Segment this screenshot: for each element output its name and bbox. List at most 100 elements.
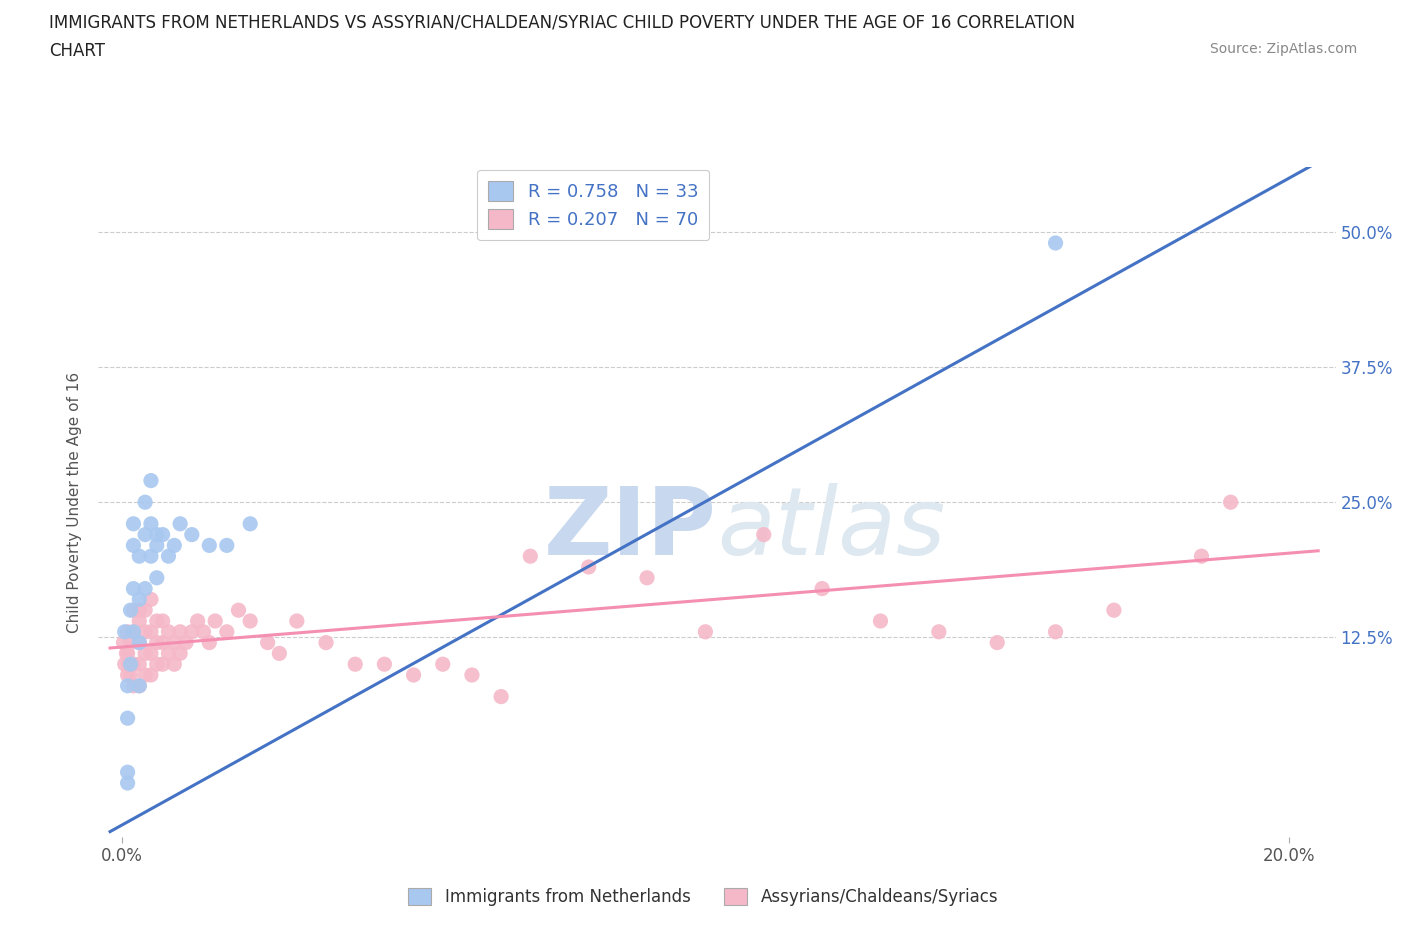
Point	[128, 592, 150, 607]
Point	[519, 549, 541, 564]
Point	[373, 657, 395, 671]
Point	[134, 581, 156, 596]
Point	[1045, 624, 1067, 639]
Point	[128, 635, 150, 650]
Point	[461, 668, 484, 683]
Point	[122, 538, 145, 552]
Point	[139, 592, 162, 607]
Point	[146, 527, 169, 542]
Point	[117, 776, 139, 790]
Point	[139, 549, 162, 564]
Text: ZIP: ZIP	[544, 483, 717, 575]
Point	[204, 614, 226, 629]
Point	[344, 657, 367, 671]
Point	[187, 614, 209, 629]
Point	[811, 581, 834, 596]
Point	[117, 646, 139, 661]
Point	[193, 624, 215, 639]
Point	[128, 657, 150, 671]
Point	[228, 603, 250, 618]
Point	[146, 538, 169, 552]
Point	[157, 646, 180, 661]
Point	[128, 635, 150, 650]
Point	[139, 668, 162, 683]
Point	[117, 624, 139, 639]
Point	[122, 657, 145, 671]
Point	[134, 603, 156, 618]
Point	[122, 624, 145, 639]
Point	[122, 678, 145, 693]
Point	[128, 678, 150, 693]
Point	[139, 473, 162, 488]
Point	[1045, 235, 1067, 250]
Point	[1191, 549, 1213, 564]
Point	[117, 668, 139, 683]
Point	[152, 527, 174, 542]
Point	[146, 635, 169, 650]
Point	[134, 624, 156, 639]
Point	[122, 603, 145, 618]
Text: IMMIGRANTS FROM NETHERLANDS VS ASSYRIAN/CHALDEAN/SYRIAC CHILD POVERTY UNDER THE : IMMIGRANTS FROM NETHERLANDS VS ASSYRIAN/…	[49, 14, 1076, 32]
Point	[285, 614, 308, 629]
Point	[157, 549, 180, 564]
Y-axis label: Child Poverty Under the Age of 16: Child Poverty Under the Age of 16	[67, 372, 83, 632]
Point	[636, 570, 658, 585]
Point	[152, 657, 174, 671]
Point	[128, 678, 150, 693]
Point	[215, 624, 238, 639]
Point	[122, 516, 145, 531]
Point	[198, 635, 221, 650]
Point	[139, 624, 162, 639]
Point	[239, 614, 262, 629]
Point	[139, 646, 162, 661]
Point	[152, 614, 174, 629]
Point	[489, 689, 512, 704]
Point	[117, 764, 139, 779]
Point	[432, 657, 454, 671]
Point	[180, 527, 202, 542]
Point	[157, 624, 180, 639]
Point	[120, 603, 142, 618]
Point	[120, 635, 142, 650]
Point	[578, 560, 600, 575]
Point	[134, 527, 156, 542]
Point	[869, 614, 891, 629]
Point	[122, 581, 145, 596]
Point	[115, 646, 138, 661]
Point	[112, 635, 135, 650]
Point	[256, 635, 278, 650]
Point	[695, 624, 717, 639]
Text: Source: ZipAtlas.com: Source: ZipAtlas.com	[1209, 42, 1357, 56]
Point	[986, 635, 1008, 650]
Point	[928, 624, 950, 639]
Point	[128, 603, 150, 618]
Point	[169, 624, 191, 639]
Point	[128, 549, 150, 564]
Point	[269, 646, 291, 661]
Point	[114, 657, 136, 671]
Point	[163, 635, 186, 650]
Point	[215, 538, 238, 552]
Text: atlas: atlas	[717, 484, 945, 575]
Point	[315, 635, 337, 650]
Point	[180, 624, 202, 639]
Point	[134, 646, 156, 661]
Point	[146, 614, 169, 629]
Point	[174, 635, 197, 650]
Point	[152, 635, 174, 650]
Point	[752, 527, 775, 542]
Point	[239, 516, 262, 531]
Legend: R = 0.758   N = 33, R = 0.207   N = 70: R = 0.758 N = 33, R = 0.207 N = 70	[477, 170, 710, 240]
Point	[118, 657, 141, 671]
Point	[139, 516, 162, 531]
Point	[163, 538, 186, 552]
Point	[146, 657, 169, 671]
Point	[402, 668, 425, 683]
Point	[128, 614, 150, 629]
Point	[169, 646, 191, 661]
Point	[117, 711, 139, 725]
Legend: Immigrants from Netherlands, Assyrians/Chaldeans/Syriacs: Immigrants from Netherlands, Assyrians/C…	[401, 881, 1005, 912]
Point	[117, 678, 139, 693]
Point	[134, 495, 156, 510]
Point	[1219, 495, 1241, 510]
